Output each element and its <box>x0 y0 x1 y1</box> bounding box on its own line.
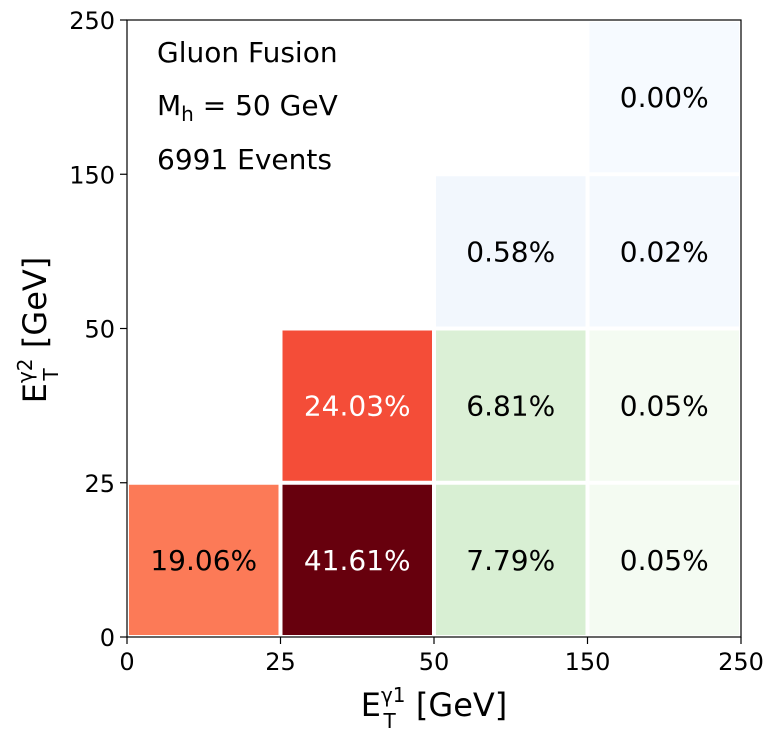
cell-value-label: 6.81% <box>466 390 555 423</box>
axis-ticks: 0 25 50 150 250 0 25 50 150 250 <box>69 7 764 676</box>
heatmap-cell <box>282 330 432 481</box>
y-tick-label: 0 <box>100 624 115 652</box>
x-tick-label: 0 <box>119 648 134 676</box>
cell-value-label: 24.03% <box>304 390 411 423</box>
y-axis-label-sub: T <box>39 367 63 381</box>
heatmap-cell <box>282 484 432 635</box>
heatmap-cell <box>436 484 586 635</box>
cell-value-label: 0.05% <box>620 544 709 577</box>
y-axis-label-main: E <box>16 383 54 403</box>
annotation-mass-sub: h <box>181 102 194 126</box>
y-axis-label: Eγ2 T [GeV] <box>13 257 63 404</box>
heatmap-cell <box>436 330 586 481</box>
heatmap-cell <box>589 22 739 173</box>
cell-value-label: 41.61% <box>304 544 411 577</box>
heatmap-cell <box>129 484 279 635</box>
x-tick-label: 25 <box>265 648 296 676</box>
annotation-mass-symbol: M <box>157 89 181 122</box>
x-axis-label: Eγ1 T [GeV] <box>361 683 508 733</box>
x-tick-label: 50 <box>419 648 450 676</box>
annotation-process: Gluon Fusion <box>157 36 338 69</box>
cell-value-label: 0.00% <box>620 81 709 114</box>
cell-value-label: 0.58% <box>466 235 555 268</box>
heatmap-cell <box>589 176 739 327</box>
annotation-events: 6991 Events <box>157 143 332 176</box>
y-tick-label: 25 <box>84 470 115 498</box>
x-axis-label-sup: γ1 <box>381 683 406 707</box>
heatmap-cell <box>436 176 586 327</box>
x-tick-label: 250 <box>718 648 764 676</box>
x-axis-label-sub: T <box>383 709 397 733</box>
x-axis-label-main: E <box>361 686 381 724</box>
heatmap-cells: 19.06% 41.61% 7.79% 0.05% 24.03% 6.81% 0.05% 0.… <box>129 22 739 635</box>
y-tick-label: 150 <box>69 161 115 189</box>
annotation-mass: Mh = 50 GeV <box>157 89 338 126</box>
y-axis-label-unit: [GeV] <box>16 257 54 359</box>
heatmap-cell <box>589 484 739 635</box>
cell-value-label: 0.05% <box>620 390 709 423</box>
cell-value-label: 7.79% <box>466 544 555 577</box>
cell-value-label: 19.06% <box>150 544 257 577</box>
y-tick-label: 250 <box>69 7 115 35</box>
y-tick-label: 50 <box>84 316 115 344</box>
heatmap-cell <box>589 330 739 481</box>
annotation-mass-value: = 50 GeV <box>194 89 338 122</box>
y-axis-label-sup: γ2 <box>13 358 37 383</box>
x-tick-label: 150 <box>565 648 611 676</box>
x-axis-label-unit: [GeV] <box>406 686 508 724</box>
cell-value-label: 0.02% <box>620 235 709 268</box>
